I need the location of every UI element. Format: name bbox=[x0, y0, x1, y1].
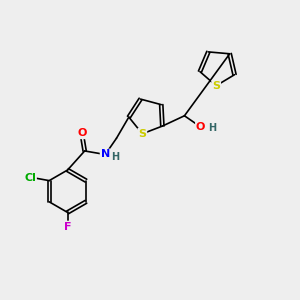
Text: F: F bbox=[64, 222, 71, 232]
Text: H: H bbox=[208, 123, 216, 133]
Text: Cl: Cl bbox=[24, 173, 36, 183]
Text: H: H bbox=[111, 152, 119, 162]
Text: S: S bbox=[212, 81, 220, 91]
Text: O: O bbox=[196, 122, 205, 132]
Text: N: N bbox=[100, 149, 110, 160]
Text: S: S bbox=[138, 129, 146, 139]
Text: O: O bbox=[77, 128, 86, 138]
